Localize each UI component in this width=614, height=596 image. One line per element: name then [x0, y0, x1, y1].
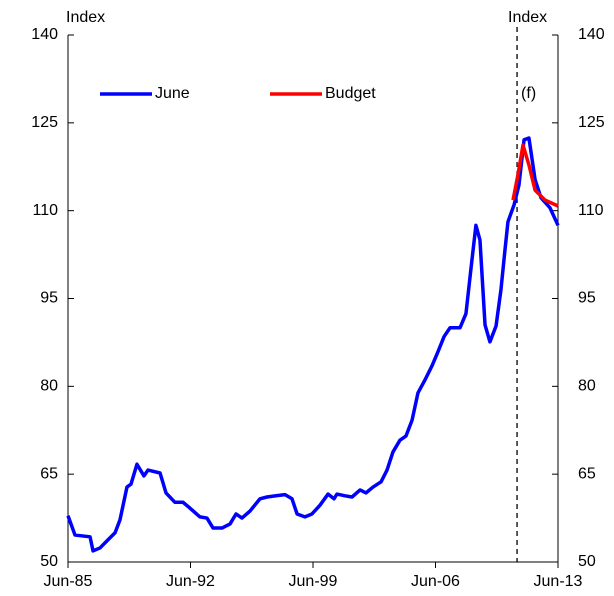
y2-tick-label: 125: [578, 114, 605, 131]
y-axis-label: Index: [66, 9, 105, 26]
x-tick-label: Jun-06: [411, 573, 460, 590]
x-tick-label: Jun-13: [534, 573, 583, 590]
y-tick-label: 110: [32, 202, 58, 219]
y-tick-label: 65: [40, 465, 58, 482]
y2-tick-label: 50: [578, 553, 596, 570]
y-tick-label: 95: [40, 290, 58, 307]
y2-tick-label: 110: [578, 202, 604, 219]
x-tick-label: Jun-99: [289, 573, 338, 590]
y2-tick-label: 140: [578, 26, 605, 43]
y2-tick-label: 80: [578, 378, 596, 395]
y2-tick-label: 95: [578, 290, 596, 307]
y2-tick-label: 65: [578, 465, 596, 482]
y-tick-label: 140: [31, 26, 58, 43]
data-line: [66, 136, 560, 553]
y2-axis-label: Index: [508, 9, 547, 26]
data-line: [511, 143, 559, 208]
y-tick-label: 125: [31, 114, 58, 131]
x-tick-label: Jun-85: [44, 573, 93, 590]
legend-label: June: [155, 85, 190, 102]
legend-label: Budget: [325, 85, 376, 102]
x-tick-label: Jun-92: [166, 573, 215, 590]
y-tick-label: 80: [40, 378, 58, 395]
y-tick-label: 50: [40, 553, 58, 570]
annotation: (f): [521, 85, 536, 102]
